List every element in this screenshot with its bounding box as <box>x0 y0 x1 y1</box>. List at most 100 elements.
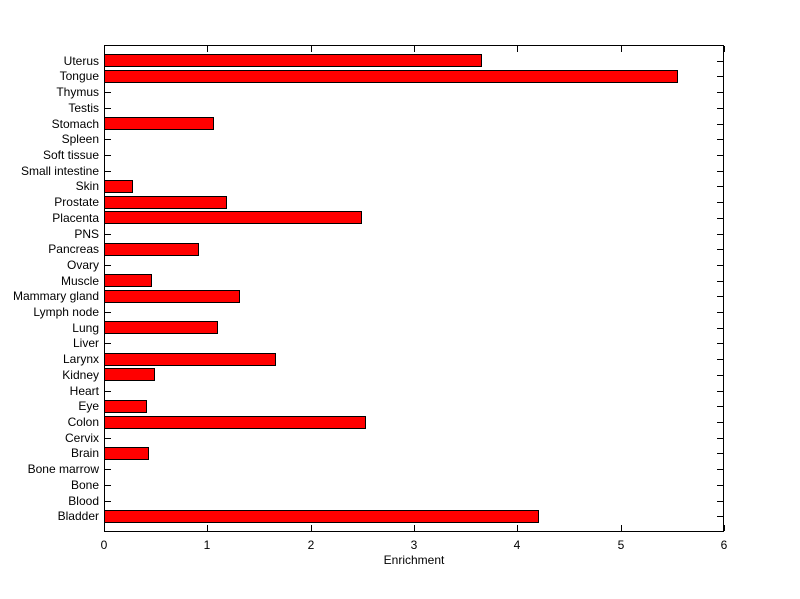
x-tick-label-5: 5 <box>617 538 625 552</box>
y-tick-right <box>717 186 723 187</box>
y-tick-right <box>717 485 723 486</box>
y-tick-right <box>717 391 723 392</box>
y-tick-right <box>717 108 723 109</box>
bar-muscle <box>104 274 152 287</box>
bar-colon <box>104 416 366 429</box>
bar-placenta <box>104 211 362 224</box>
y-tick-right <box>717 155 723 156</box>
y-tick-label-blood: Blood <box>68 494 99 508</box>
x-tick-label-1: 1 <box>203 538 211 552</box>
y-tick-left <box>105 155 111 156</box>
y-tick-right <box>717 124 723 125</box>
y-tick-label-bone: Bone <box>70 478 99 492</box>
y-tick-left <box>105 139 111 140</box>
y-tick-right <box>717 453 723 454</box>
x-tick-bottom <box>621 525 622 531</box>
x-tick-bottom <box>207 525 208 531</box>
y-tick-right <box>717 438 723 439</box>
y-tick-label-heart: Heart <box>69 384 99 398</box>
y-tick-label-tongue: Tongue <box>59 69 99 83</box>
y-tick-left <box>105 501 111 502</box>
x-tick-bottom <box>517 525 518 531</box>
x-axis-label: Enrichment <box>383 553 445 567</box>
y-tick-label-kidney: Kidney <box>62 368 99 382</box>
x-tick-label-0: 0 <box>100 538 108 552</box>
y-tick-label-eye: Eye <box>78 399 99 413</box>
y-tick-label-mammary-gland: Mammary gland <box>12 289 99 303</box>
x-tick-top <box>311 46 312 52</box>
y-tick-right <box>717 469 723 470</box>
y-tick-left <box>105 469 111 470</box>
x-tick-label-6: 6 <box>720 538 728 552</box>
y-tick-left <box>105 171 111 172</box>
x-tick-label-4: 4 <box>513 538 521 552</box>
x-tick-top <box>621 46 622 52</box>
y-tick-left <box>105 234 111 235</box>
y-tick-label-spleen: Spleen <box>61 132 99 146</box>
y-tick-label-testis: Testis <box>68 101 99 115</box>
y-tick-right <box>717 422 723 423</box>
y-tick-left <box>105 312 111 313</box>
y-tick-right <box>717 375 723 376</box>
y-tick-label-brain: Brain <box>70 446 99 460</box>
y-tick-label-liver: Liver <box>72 336 99 350</box>
y-tick-label-skin: Skin <box>75 179 99 193</box>
x-tick-bottom <box>724 525 725 531</box>
y-tick-left <box>105 438 111 439</box>
bar-lung <box>104 321 218 334</box>
y-tick-right <box>717 312 723 313</box>
bar-larynx <box>104 353 276 366</box>
bar-pancreas <box>104 243 199 256</box>
y-tick-left <box>105 265 111 266</box>
y-tick-label-placenta: Placenta <box>52 211 99 225</box>
y-tick-label-pns: PNS <box>74 227 99 241</box>
y-tick-right <box>717 202 723 203</box>
y-tick-right <box>717 516 723 517</box>
y-tick-right <box>717 139 723 140</box>
x-tick-top <box>517 46 518 52</box>
y-tick-label-bladder: Bladder <box>57 509 99 523</box>
y-tick-label-stomach: Stomach <box>51 117 99 131</box>
y-tick-right <box>717 171 723 172</box>
y-tick-right <box>717 265 723 266</box>
y-tick-label-soft-tissue: Soft tissue <box>42 148 99 162</box>
y-tick-left <box>105 343 111 344</box>
bar-eye <box>104 400 147 413</box>
bar-tongue <box>104 70 678 83</box>
y-tick-label-pancreas: Pancreas <box>48 242 99 256</box>
y-tick-right <box>717 501 723 502</box>
x-tick-top <box>414 46 415 52</box>
y-tick-right <box>717 76 723 77</box>
y-tick-label-bone-marrow: Bone marrow <box>27 462 99 476</box>
y-tick-left <box>105 391 111 392</box>
y-tick-right <box>717 359 723 360</box>
bar-prostate <box>104 196 227 209</box>
x-tick-bottom <box>414 525 415 531</box>
bar-kidney <box>104 368 155 381</box>
y-tick-label-lymph-node: Lymph node <box>33 305 99 319</box>
x-tick-label-3: 3 <box>410 538 418 552</box>
y-tick-label-prostate: Prostate <box>54 195 99 209</box>
y-tick-right <box>717 406 723 407</box>
y-tick-label-ovary: Ovary <box>66 258 99 272</box>
y-tick-right <box>717 218 723 219</box>
x-tick-bottom <box>104 525 105 531</box>
y-tick-label-cervix: Cervix <box>64 431 99 445</box>
y-tick-left <box>105 485 111 486</box>
x-tick-top <box>724 46 725 52</box>
y-tick-right <box>717 61 723 62</box>
y-tick-right <box>717 249 723 250</box>
bar-uterus <box>104 54 482 67</box>
y-tick-label-small-intestine: Small intestine <box>20 164 99 178</box>
y-tick-label-muscle: Muscle <box>60 274 99 288</box>
y-tick-left <box>105 108 111 109</box>
y-tick-right <box>717 92 723 93</box>
bar-bladder <box>104 510 539 523</box>
y-tick-label-colon: Colon <box>67 415 99 429</box>
y-tick-label-lung: Lung <box>72 321 99 335</box>
y-tick-right <box>717 343 723 344</box>
x-tick-bottom <box>311 525 312 531</box>
y-tick-label-thymus: Thymus <box>56 85 99 99</box>
y-tick-right <box>717 281 723 282</box>
